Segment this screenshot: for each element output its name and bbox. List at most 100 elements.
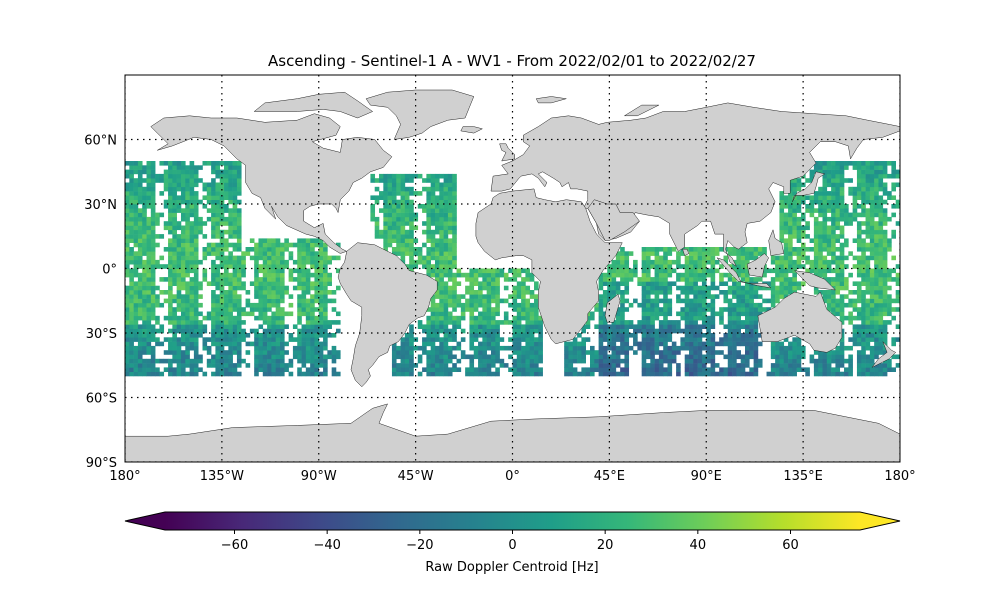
data-cell [809, 247, 815, 252]
data-cell [788, 358, 793, 364]
data-cell [581, 345, 586, 351]
data-cell [168, 191, 173, 196]
data-cell [215, 294, 221, 299]
data-cell [615, 358, 621, 364]
data-cell [701, 298, 707, 304]
data-cell [697, 354, 703, 360]
data-cell [146, 345, 152, 351]
data-cell [452, 255, 457, 261]
colorbar-extend-min [125, 512, 166, 530]
data-cell [236, 229, 242, 235]
data-cell [211, 186, 216, 192]
data-cell [835, 354, 841, 360]
data-cell [267, 337, 272, 342]
data-cell [409, 199, 414, 205]
data-cell [193, 277, 199, 282]
data-cell [895, 307, 900, 312]
data-cell [387, 216, 393, 222]
data-cell [439, 328, 444, 334]
data-cell [163, 290, 169, 295]
data-cell [262, 277, 268, 282]
data-cell [228, 350, 233, 355]
data-cell [615, 281, 621, 286]
data-cell [224, 315, 229, 321]
data-cell [301, 324, 307, 329]
data-cell [521, 311, 526, 317]
data-cell [813, 191, 819, 196]
data-cell [831, 307, 836, 312]
data-cell [809, 208, 815, 213]
data-cell [486, 371, 492, 377]
data-cell [150, 247, 156, 252]
data-cell [155, 216, 160, 222]
data-cell [335, 255, 341, 261]
data-cell [852, 191, 858, 196]
data-cell [297, 354, 302, 360]
data-cell [185, 216, 190, 222]
map-area [125, 75, 900, 462]
data-cell [133, 320, 139, 325]
data-cell [292, 242, 298, 248]
data-cell [297, 238, 302, 243]
data-cell [318, 333, 324, 338]
data-cell [813, 259, 819, 265]
data-cell [232, 216, 238, 222]
data-cell [874, 328, 879, 334]
data-cell [172, 255, 177, 261]
data-cell [805, 259, 810, 265]
data-cell [805, 367, 810, 372]
data-cell [202, 315, 208, 321]
data-cell [125, 221, 130, 226]
data-cell [512, 320, 518, 325]
data-cell [663, 315, 668, 321]
data-cell [508, 277, 513, 282]
data-cell [856, 178, 862, 183]
data-cell [185, 302, 190, 308]
data-cell [193, 216, 199, 222]
data-cell [305, 290, 311, 295]
data-cell [865, 371, 871, 377]
data-cell [176, 221, 182, 226]
data-cell [783, 268, 789, 274]
data-cell [598, 337, 604, 342]
data-cell [598, 277, 604, 282]
data-cell [180, 272, 186, 278]
data-cell [869, 195, 875, 200]
data-cell [314, 320, 320, 325]
data-cell [323, 333, 328, 338]
data-cell [818, 354, 823, 360]
data-cell [831, 204, 836, 209]
data-cell [654, 307, 660, 312]
data-cell [211, 247, 216, 252]
data-cell [779, 354, 785, 360]
data-cell [792, 186, 797, 192]
data-cell [887, 367, 892, 372]
data-cell [159, 255, 165, 261]
data-cell [228, 165, 233, 170]
data-cell [641, 307, 647, 312]
data-cell [180, 354, 186, 360]
data-cell [236, 363, 242, 368]
data-cell [676, 272, 681, 278]
data-cell [878, 315, 884, 321]
data-cell [314, 345, 320, 351]
colorbar-tick-label: 0 [508, 538, 516, 553]
data-cell [168, 268, 173, 274]
data-cell [469, 371, 475, 377]
data-cell [624, 363, 630, 368]
data-cell [404, 251, 410, 256]
data-cell [495, 277, 500, 282]
data-cell [835, 173, 841, 179]
data-cell [314, 367, 320, 372]
data-cell [146, 216, 152, 222]
data-cell [818, 169, 823, 175]
data-cell [740, 363, 746, 368]
data-cell [878, 311, 884, 317]
data-cell [133, 221, 139, 226]
data-cell [280, 264, 285, 269]
data-cell [757, 285, 763, 291]
data-cell [409, 324, 414, 329]
data-cell [185, 169, 190, 175]
data-cell [185, 225, 190, 231]
data-cell [684, 272, 690, 278]
